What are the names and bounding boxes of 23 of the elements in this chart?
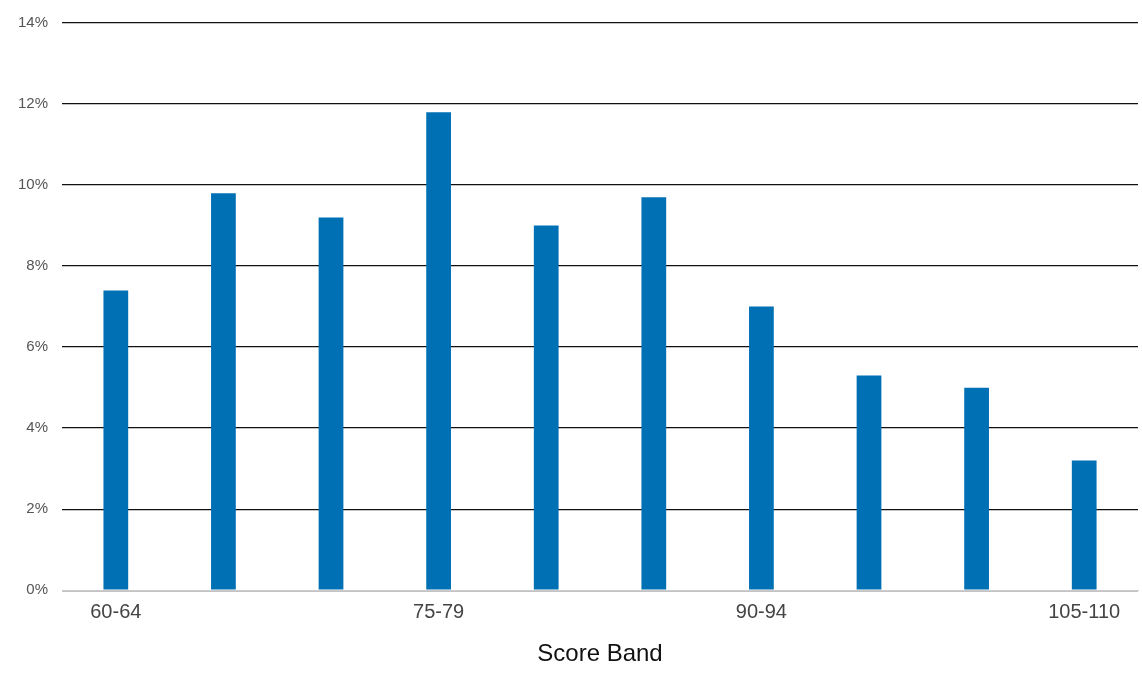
y-tick-label: 12%: [17, 94, 49, 112]
bar: [856, 375, 882, 590]
y-tick-label: 2%: [26, 499, 49, 517]
x-tick-label: 105-110: [1048, 599, 1121, 622]
y-tick-label: 4%: [26, 418, 49, 436]
bar: [211, 193, 236, 590]
y-tick-label: 14%: [17, 13, 49, 31]
bar: [1071, 460, 1097, 590]
bar: [318, 217, 344, 590]
bar: [749, 306, 774, 590]
bar: [103, 290, 129, 590]
bar: [641, 197, 667, 590]
x-tick-label: 90-94: [735, 599, 787, 622]
y-tick-label: 0%: [26, 580, 49, 598]
y-tick-label: 8%: [26, 256, 49, 274]
x-tick-label: 75-79: [413, 599, 465, 622]
bar: [533, 225, 559, 590]
x-tick-label: 60-64: [90, 599, 142, 622]
y-tick-label: 10%: [17, 175, 49, 193]
bar: [964, 387, 989, 590]
y-tick-label: 6%: [26, 337, 49, 355]
bar: [426, 112, 451, 590]
x-axis-title: Score Band: [537, 639, 663, 667]
